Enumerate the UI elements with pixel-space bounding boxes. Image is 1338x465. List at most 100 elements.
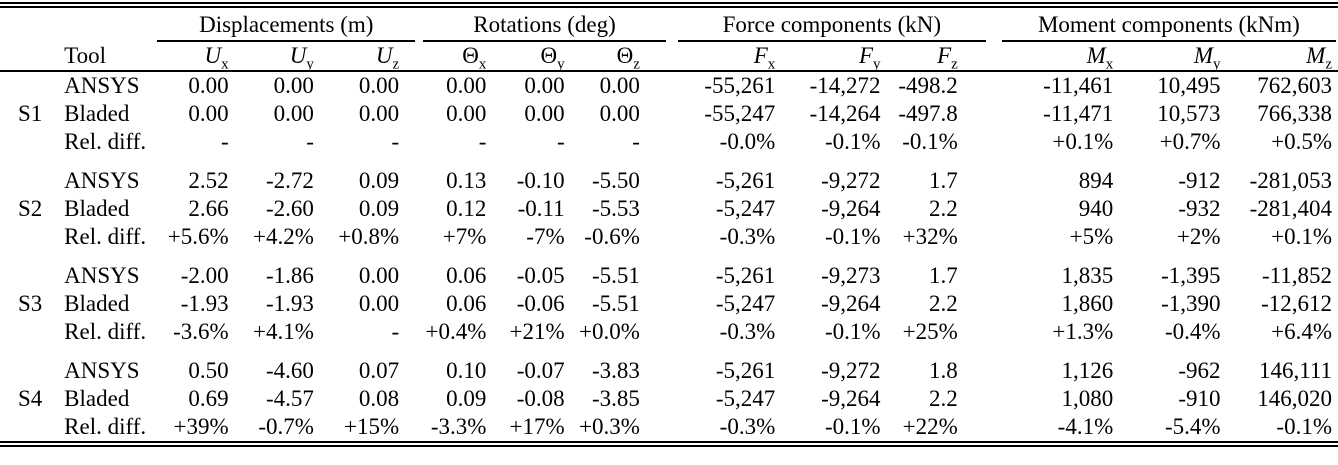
col-header-uz: Uz — [319, 42, 406, 72]
value-cell: +1.3% — [1052, 319, 1114, 344]
value-cell: -11,461 — [1043, 73, 1114, 98]
value-cell: -1,395 — [1161, 263, 1221, 288]
value-cell: -5.51 — [591, 291, 640, 316]
table-row: Bladed 2.66 -2.60 0.09 0.12 -0.11 -5.53 -5,247 -… — [0, 195, 1338, 223]
group-header-rotations: Rotations (deg) — [405, 5, 666, 42]
value-cell: -0.1% — [824, 319, 881, 344]
group-header-moments: Moment components (kNm) — [964, 5, 1338, 42]
section-gap — [0, 156, 1338, 167]
value-cell: -1,390 — [1161, 291, 1221, 316]
col-header-ux: Ux — [151, 42, 235, 72]
tool-cell: Bladed — [64, 101, 130, 126]
value-cell: -2.60 — [265, 196, 314, 221]
value-cell: -5,247 — [715, 196, 776, 221]
value-cell: -7% — [526, 224, 565, 249]
value-cell: -281,404 — [1249, 196, 1332, 221]
value-cell: -497.8 — [898, 101, 958, 126]
tool-cell: Bladed — [64, 291, 130, 316]
value-cell: 2.66 — [188, 196, 229, 221]
value-cell: 0.00 — [599, 101, 640, 126]
value-cell: -3.83 — [591, 358, 640, 383]
value-cell: 0.00 — [524, 101, 565, 126]
value-cell: 0.13 — [446, 168, 487, 193]
value-cell: 0.06 — [446, 263, 487, 288]
value-cell: -0.05 — [516, 263, 565, 288]
col-header-fy: Fy — [781, 42, 887, 72]
table-row: S3 ANSYS -2.00 -1.86 0.00 0.06 -0.05 -5.51 -5,26… — [0, 262, 1338, 316]
value-cell: -9,264 — [821, 386, 881, 411]
value-cell: -12,612 — [1261, 291, 1332, 316]
value-cell: 0.07 — [358, 358, 400, 383]
value-cell: 0.00 — [273, 73, 314, 98]
value-cell: +22% — [902, 414, 958, 439]
section-s1: S1 ANSYS 0.00 0.00 0.00 0.00 0.00 0.00 -55,261 -1… — [0, 71, 1338, 156]
value-cell: -962 — [1178, 358, 1221, 383]
table-row: Rel. diff. - - - - - - -0.0% -0.1% -0.1% +0.1% +0.7… — [0, 128, 1338, 156]
value-cell: - — [478, 129, 487, 154]
value-cell: -0.3% — [719, 414, 776, 439]
value-cell: +0.8% — [338, 224, 400, 249]
value-cell: 0.00 — [446, 73, 487, 98]
value-cell: -0.0% — [719, 129, 776, 154]
value-cell: - — [391, 129, 400, 154]
corner-blank — [0, 5, 151, 42]
value-cell: +39% — [173, 414, 229, 439]
group-label: Displacements (m) — [199, 12, 374, 37]
value-cell: 0.09 — [358, 196, 400, 221]
section-s4: S4 ANSYS 0.50 -4.60 0.07 0.10 -0.07 -3.83 -5,261… — [0, 346, 1338, 444]
value-cell: 0.00 — [188, 101, 229, 126]
value-cell: 0.12 — [446, 196, 487, 221]
section-label: S1 — [18, 101, 43, 126]
value-cell: -2.00 — [180, 263, 229, 288]
tool-column-header: Tool — [60, 42, 152, 72]
value-cell: -0.1% — [1276, 414, 1332, 439]
value-cell: 0.00 — [358, 291, 400, 316]
section-label: S4 — [18, 386, 43, 411]
value-cell: +2% — [1176, 224, 1221, 249]
value-cell: - — [556, 129, 565, 154]
value-cell: +0.1% — [1271, 224, 1332, 249]
section-label: S3 — [18, 291, 43, 316]
table-row: Bladed -1.93 -1.93 0.00 0.06 -0.06 -5.51 -5,247… — [0, 290, 1338, 318]
value-cell: 1,835 — [1061, 263, 1114, 288]
tool-cell: Rel. diff. — [64, 224, 147, 249]
col-header-theta-y: Θy — [492, 42, 571, 72]
value-cell: -5.4% — [1164, 414, 1221, 439]
value-cell: -5.51 — [591, 263, 640, 288]
col-header-theta-z: Θz — [570, 42, 646, 72]
value-cell: 762,603 — [1257, 73, 1332, 98]
value-cell: 0.00 — [273, 101, 314, 126]
section-gap — [0, 251, 1338, 262]
tool-cell: Rel. diff. — [64, 414, 147, 439]
corner-blank — [0, 42, 61, 72]
col-header-theta-x: Θx — [405, 42, 493, 72]
value-cell: 0.00 — [358, 73, 400, 98]
col-header-mz: Mz — [1226, 42, 1338, 72]
value-cell: -9,264 — [821, 291, 881, 316]
col-header-my: My — [1119, 42, 1227, 72]
value-cell: -932 — [1178, 196, 1221, 221]
value-cell: -0.6% — [584, 224, 640, 249]
value-cell: -0.06 — [516, 291, 565, 316]
tool-cell: ANSYS — [64, 168, 140, 193]
tool-cell: Bladed — [64, 386, 130, 411]
value-cell: 0.00 — [188, 73, 229, 98]
value-cell: 0.00 — [358, 101, 400, 126]
value-cell: +21% — [509, 319, 565, 344]
value-cell: +0.3% — [578, 414, 640, 439]
value-cell: -9,273 — [821, 263, 881, 288]
value-cell: - — [391, 319, 400, 344]
value-cell: -912 — [1178, 168, 1221, 193]
col-header-uy: Uy — [234, 42, 320, 72]
value-cell: +0.4% — [425, 319, 487, 344]
section-label: S2 — [18, 196, 43, 221]
value-cell: -2.72 — [265, 168, 314, 193]
results-table: Displacements (m) Rotations (deg) Force … — [0, 2, 1338, 447]
tool-cell: Bladed — [64, 196, 130, 221]
table-row: Rel. diff. +39% -0.7% +15% -3.3% +17% +0.3% -0.… — [0, 413, 1338, 444]
section-gap — [0, 346, 1338, 357]
value-cell: -498.2 — [898, 73, 958, 98]
value-cell: 0.09 — [358, 168, 400, 193]
table-row: S2 ANSYS 2.52 -2.72 0.09 0.13 -0.10 -5.50 -5,261… — [0, 167, 1338, 221]
